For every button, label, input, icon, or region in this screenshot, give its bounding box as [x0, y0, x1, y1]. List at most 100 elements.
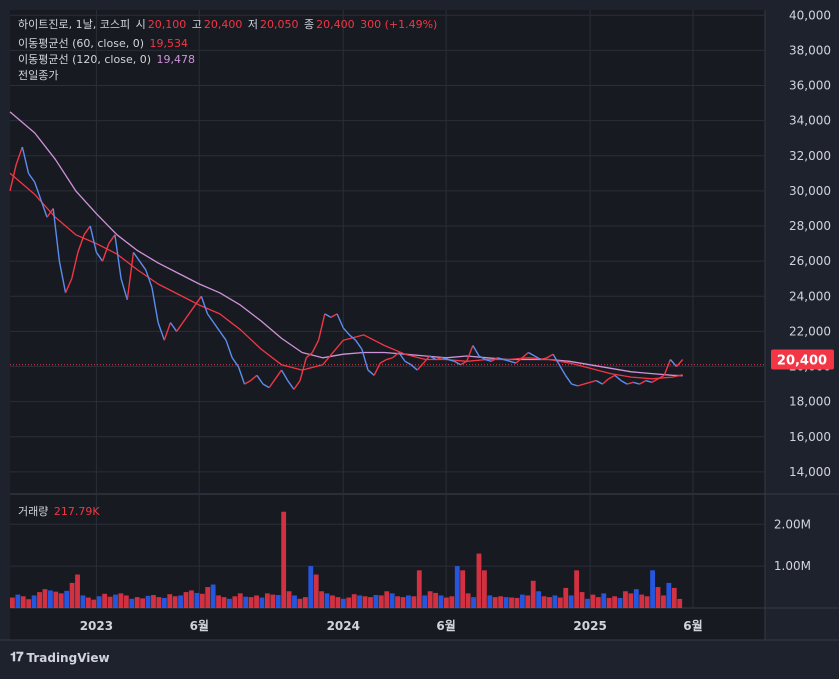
price-segment — [132, 251, 141, 262]
volume-bar — [427, 591, 433, 608]
volume-bar — [254, 595, 259, 608]
volume-bar — [194, 592, 200, 608]
volume-bar — [351, 594, 357, 608]
price-segment — [145, 269, 153, 288]
price-tick-label: 28,000 — [789, 219, 831, 233]
price-segment — [46, 208, 54, 218]
volume-bar — [590, 594, 596, 608]
price-segment — [108, 234, 116, 244]
volume-bar — [232, 596, 238, 608]
volume-bar — [297, 598, 303, 608]
price-segment — [280, 369, 289, 381]
volume-pane — [10, 495, 765, 608]
time-tick-label: 2024 — [327, 619, 360, 633]
price-segment — [305, 351, 313, 359]
volume-label: 거래량 — [18, 505, 49, 518]
price-tick-label: 32,000 — [789, 149, 831, 163]
volume-bar — [199, 593, 205, 608]
volume-bar — [422, 595, 428, 608]
volume-bar — [346, 597, 352, 608]
volume-bar — [75, 574, 80, 608]
price-tick-label: 24,000 — [789, 289, 831, 303]
volume-tick-label: 2.00M — [774, 517, 811, 531]
price-segment — [361, 348, 369, 371]
prev-close-legend[interactable]: 전일종가 — [18, 69, 60, 83]
volume-bar — [563, 587, 569, 608]
price-segment — [342, 327, 350, 336]
price-segment — [182, 313, 190, 324]
price-segment — [472, 345, 480, 357]
volume-bar — [53, 591, 59, 608]
price-segment — [577, 383, 585, 387]
price-tick-label: 30,000 — [789, 184, 831, 198]
price-segment — [262, 383, 270, 389]
price-segment — [355, 339, 363, 350]
volume-bar — [335, 597, 341, 608]
volume-bar — [26, 599, 32, 608]
volume-bar — [167, 594, 173, 608]
volume-bar — [378, 595, 384, 608]
volume-bar — [661, 595, 666, 608]
volume-bar — [395, 596, 401, 608]
volume-bar — [259, 597, 265, 608]
price-segment — [330, 313, 338, 318]
price-segment — [200, 296, 209, 315]
price-segment — [639, 379, 647, 385]
price-segment — [237, 366, 246, 385]
volume-value: 217.79K — [53, 505, 100, 518]
volume-bar — [633, 589, 639, 608]
price-tick-label: 34,000 — [789, 114, 831, 128]
volume-bar — [444, 597, 449, 608]
price-segment — [422, 355, 431, 364]
price-tick-label: 22,000 — [789, 324, 831, 338]
volume-legend[interactable]: 거래량 217.79K — [18, 505, 102, 519]
volume-bar — [91, 599, 97, 608]
change-value: 300 (+1.49%) — [360, 18, 438, 31]
price-segment — [571, 383, 578, 387]
volume-bar — [433, 592, 438, 608]
ma60-legend[interactable]: 이동평균선 (60, close, 0) 19,534 — [18, 37, 190, 51]
volume-bar — [80, 595, 86, 608]
volume-bar — [389, 593, 395, 608]
volume-bar — [514, 597, 520, 608]
price-pane — [10, 10, 765, 493]
price-tick-label: 14,000 — [789, 465, 831, 479]
price-segment — [614, 374, 622, 382]
price-segment — [169, 322, 178, 332]
last-price-tag — [771, 349, 834, 370]
volume-bar — [368, 597, 373, 608]
volume-bar — [237, 593, 243, 608]
price-tick-label: 18,000 — [789, 395, 831, 409]
volume-bar — [102, 593, 108, 608]
volume-bar — [481, 570, 487, 608]
price-segment — [589, 379, 597, 384]
price-segment — [386, 357, 393, 361]
volume-bar — [210, 584, 216, 608]
volume-bar — [243, 596, 249, 608]
ma120-value: 19,478 — [156, 53, 196, 66]
volume-bar — [357, 595, 363, 608]
price-segment — [139, 260, 147, 271]
price-segment — [324, 313, 332, 318]
ma120-legend[interactable]: 이동평균선 (120, close, 0) 19,478 — [18, 53, 197, 67]
volume-bar — [373, 595, 379, 608]
volume-bar — [400, 597, 406, 608]
price-segment — [657, 374, 665, 380]
volume-bar — [313, 574, 319, 608]
volume-bar — [281, 511, 287, 608]
price-segment — [77, 234, 85, 253]
price-segment — [287, 380, 295, 390]
volume-bar — [145, 595, 151, 608]
volume-bar — [406, 595, 411, 608]
volume-bar — [275, 595, 281, 608]
price-segment — [392, 351, 400, 359]
volume-bar — [601, 593, 607, 608]
volume-bar — [666, 582, 672, 608]
tradingview-logo[interactable]: 𝟏𝟕 TradingView — [10, 650, 110, 665]
volume-bar — [69, 582, 75, 608]
volume-bar — [113, 594, 118, 608]
price-segment — [274, 369, 283, 380]
volume-bar — [574, 570, 580, 608]
